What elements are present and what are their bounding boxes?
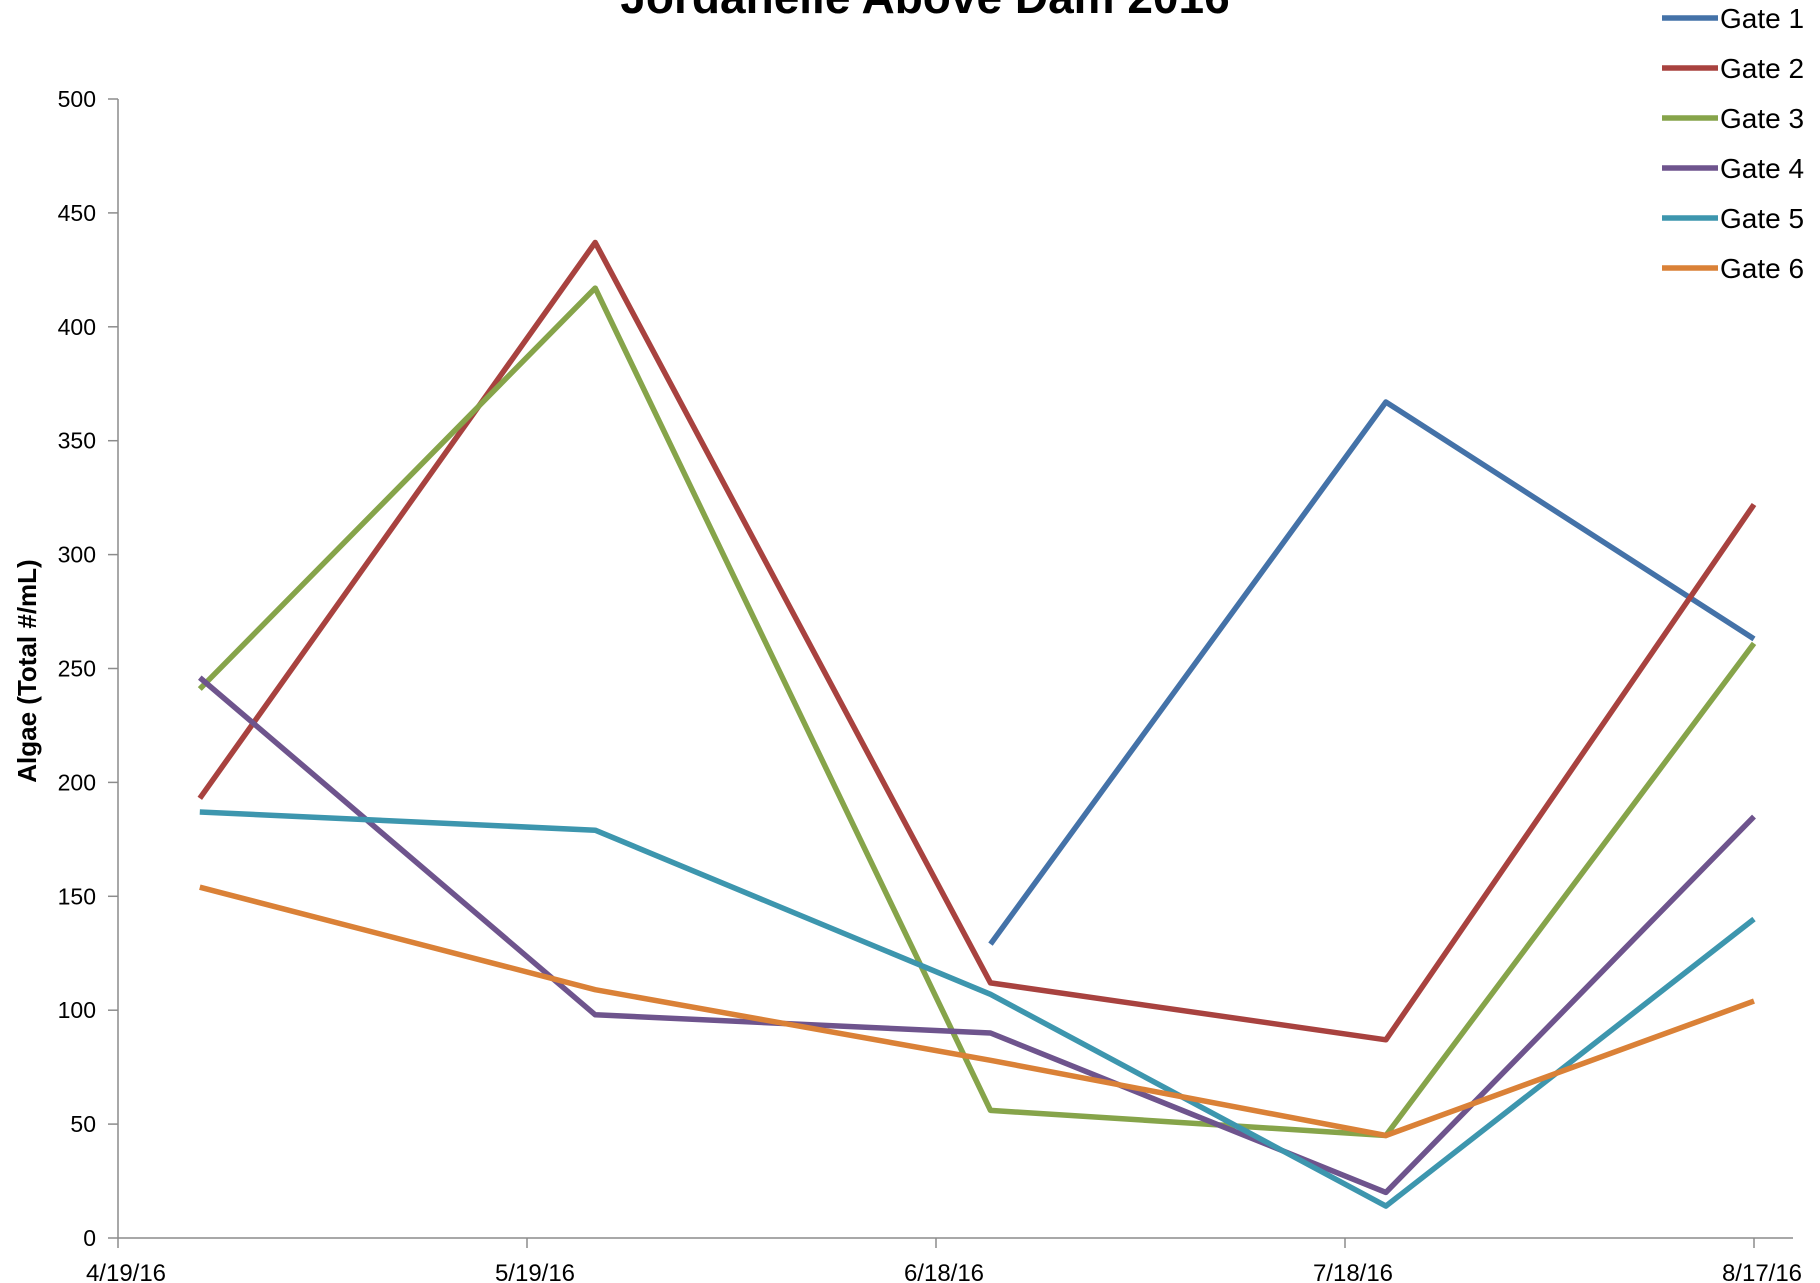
x-tick-label: 7/18/16 — [1313, 1260, 1393, 1283]
y-axis-label: Algae (Total #/mL) — [12, 559, 42, 782]
y-axis: 0 50 100 150 200 250 300 350 400 450 500 — [58, 86, 119, 1251]
legend-label-gate-3: Gate 3 — [1720, 103, 1804, 134]
legend-label-gate-1: Gate 1 — [1720, 3, 1804, 34]
y-tick-label: 0 — [83, 1225, 96, 1251]
y-tick-label: 100 — [58, 997, 96, 1023]
series-line-gate-2 — [197, 239, 1757, 1043]
y-tick-label: 300 — [58, 542, 96, 568]
series-line-gate-3 — [197, 285, 1757, 1139]
chart-title: Jordanelle Above Dam 2016 — [0, 0, 1820, 24]
y-tick-label: 400 — [58, 314, 96, 340]
legend: Gate 1 Gate 2 Gate 3 Gate 4 Gate 5 Gate 6 — [1662, 3, 1804, 284]
series-line-gate-4 — [198, 675, 1756, 1196]
y-tick-label: 150 — [58, 883, 96, 909]
y-tick-label: 500 — [58, 86, 96, 112]
series-lines — [197, 239, 1757, 1209]
y-tick-label: 250 — [58, 656, 96, 682]
series-line-gate-1 — [988, 399, 1756, 946]
series-line-gate-5 — [199, 809, 1756, 1209]
x-axis: 4/19/16 5/19/16 6/18/16 7/18/16 8/17/16 — [86, 1237, 1802, 1283]
series-line-gate-6 — [199, 884, 1755, 1139]
x-tick-label: 4/19/16 — [86, 1260, 166, 1283]
y-tick-label: 200 — [58, 769, 96, 795]
x-tick-label: 8/17/16 — [1722, 1260, 1802, 1283]
legend-label-gate-2: Gate 2 — [1720, 53, 1804, 84]
y-tick-label: 450 — [58, 200, 96, 226]
x-tick-label: 6/18/16 — [904, 1260, 984, 1283]
legend-label-gate-5: Gate 5 — [1720, 203, 1804, 234]
x-tick-label: 5/19/16 — [495, 1260, 575, 1283]
y-tick-label: 50 — [70, 1111, 96, 1137]
legend-label-gate-4: Gate 4 — [1720, 153, 1804, 184]
legend-label-gate-6: Gate 6 — [1720, 253, 1804, 284]
y-tick-label: 350 — [58, 428, 96, 454]
